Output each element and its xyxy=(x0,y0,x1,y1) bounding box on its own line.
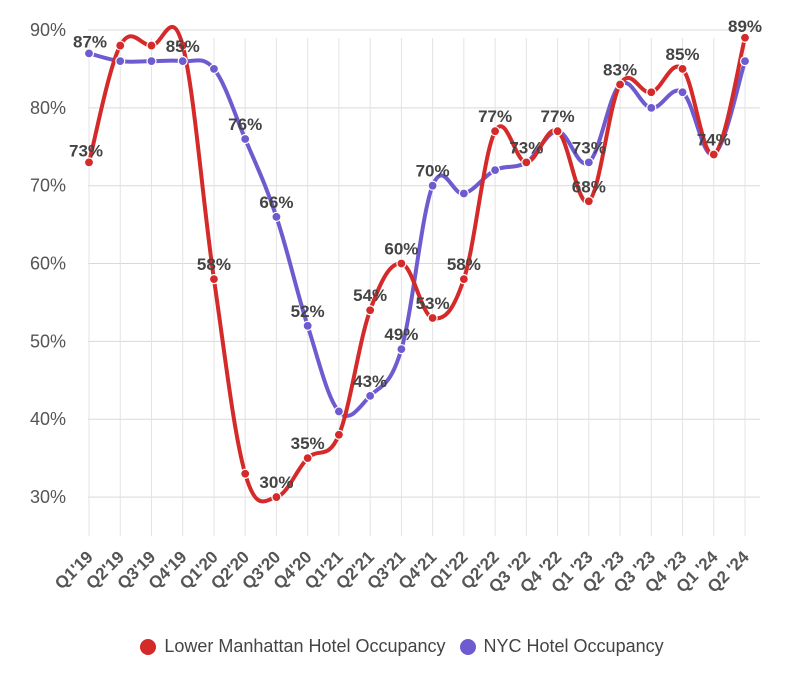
legend-item-lower-manhattan[interactable]: Lower Manhattan Hotel Occupancy xyxy=(140,636,446,657)
data-label-nyc-5: 76% xyxy=(228,115,262,134)
series-points xyxy=(83,32,751,503)
data-point-nyc-7[interactable] xyxy=(302,320,313,331)
data-point-lower-manhattan-1[interactable] xyxy=(115,40,126,51)
data-point-lower-manhattan-15[interactable] xyxy=(552,126,563,137)
y-tick-label-70: 70% xyxy=(30,176,66,196)
series-lines xyxy=(87,25,747,504)
data-label-lower-manhattan-13: 77% xyxy=(478,107,512,126)
data-label-lower-manhattan-16: 68% xyxy=(572,177,606,196)
data-point-lower-manhattan-3[interactable] xyxy=(177,40,188,51)
data-point-lower-manhattan-4[interactable] xyxy=(208,274,220,285)
data-point-nyc-19[interactable] xyxy=(677,87,688,98)
data-point-nyc-2[interactable] xyxy=(146,56,157,67)
data-point-lower-manhattan-21[interactable] xyxy=(739,32,751,43)
data-point-lower-manhattan-11[interactable] xyxy=(427,312,438,324)
data-point-nyc-11[interactable] xyxy=(427,180,438,191)
data-label-nyc-16: 73% xyxy=(572,138,606,157)
legend: Lower Manhattan Hotel Occupancy NYC Hote… xyxy=(0,636,804,657)
data-point-lower-manhattan-19[interactable] xyxy=(677,63,688,75)
data-point-lower-manhattan-9[interactable] xyxy=(365,305,376,316)
data-point-lower-manhattan-6[interactable] xyxy=(271,491,282,503)
data-point-nyc-4[interactable] xyxy=(208,63,220,75)
data-label-nyc-6: 66% xyxy=(259,193,293,212)
y-axis: 30% 40% 50% 60% 70% 80% 90% xyxy=(30,20,66,507)
data-label-lower-manhattan-4: 58% xyxy=(197,255,231,274)
series-line-lower-manhattan xyxy=(87,25,747,504)
data-label-nyc-0: 87% xyxy=(73,32,107,51)
data-point-lower-manhattan-5[interactable] xyxy=(240,468,251,479)
data-point-nyc-0[interactable] xyxy=(83,48,95,59)
data-point-lower-manhattan-0[interactable] xyxy=(83,157,95,168)
data-point-nyc-9[interactable] xyxy=(365,390,376,401)
data-label-nyc-14: 73% xyxy=(509,138,543,157)
data-label-nyc-10: 49% xyxy=(384,325,418,344)
data-label-nyc-17: 83% xyxy=(603,60,637,79)
data-point-nyc-8[interactable] xyxy=(333,406,345,417)
data-label-nyc-7: 52% xyxy=(291,302,325,321)
grid-lines xyxy=(88,29,760,536)
data-point-lower-manhattan-20[interactable] xyxy=(708,149,719,160)
data-point-lower-manhattan-10[interactable] xyxy=(396,258,407,269)
data-point-lower-manhattan-12[interactable] xyxy=(458,274,469,285)
legend-swatch-nyc xyxy=(459,638,476,655)
data-point-nyc-12[interactable] xyxy=(458,188,469,199)
data-labels: 73% 58% 30% 35% 54% 60% 53% 58% 77% 68% 85% 89% 87% 8… xyxy=(69,17,762,492)
data-label-lower-manhattan-19: 85% xyxy=(666,45,700,64)
y-tick-label-30: 30% xyxy=(30,487,66,507)
legend-item-nyc[interactable]: NYC Hotel Occupancy xyxy=(459,636,664,657)
data-label-nyc-15: 77% xyxy=(541,107,575,126)
data-point-nyc-5[interactable] xyxy=(240,133,251,145)
data-point-nyc-16[interactable] xyxy=(583,157,594,168)
data-label-lower-manhattan-0: 73% xyxy=(69,141,103,160)
data-point-nyc-13[interactable] xyxy=(489,165,501,176)
data-label-lower-manhattan-9: 54% xyxy=(353,286,387,305)
data-point-lower-manhattan-8[interactable] xyxy=(333,429,345,440)
legend-swatch-lower-manhattan xyxy=(140,638,157,655)
y-tick-label-50: 50% xyxy=(30,331,66,351)
data-label-lower-manhattan-21: 89% xyxy=(728,17,762,36)
data-point-lower-manhattan-14[interactable] xyxy=(521,157,532,168)
data-label-lower-manhattan-6: 30% xyxy=(259,473,293,492)
data-point-lower-manhattan-17[interactable] xyxy=(614,79,626,90)
data-point-nyc-3[interactable] xyxy=(177,56,188,67)
data-point-nyc-21[interactable] xyxy=(739,56,751,67)
data-label-nyc-3: 85% xyxy=(166,37,200,56)
legend-label-lower-manhattan: Lower Manhattan Hotel Occupancy xyxy=(164,636,446,656)
legend-label-nyc: NYC Hotel Occupancy xyxy=(483,636,664,656)
data-label-lower-manhattan-7: 35% xyxy=(291,434,325,453)
data-point-nyc-18[interactable] xyxy=(646,102,657,113)
data-label-lower-manhattan-10: 60% xyxy=(384,240,418,259)
data-point-nyc-10[interactable] xyxy=(396,344,407,355)
y-tick-label-90: 90% xyxy=(30,20,66,40)
data-point-nyc-1[interactable] xyxy=(115,56,126,67)
data-label-lower-manhattan-12: 58% xyxy=(447,255,481,274)
x-axis: Q1'19Q2'19Q3'19Q4'19Q1'20Q2'20Q3'20Q4'20… xyxy=(51,547,753,596)
data-point-lower-manhattan-18[interactable] xyxy=(646,87,657,98)
data-point-lower-manhattan-13[interactable] xyxy=(489,126,501,137)
data-point-lower-manhattan-2[interactable] xyxy=(146,40,157,51)
data-label-nyc-20: 74% xyxy=(697,131,731,150)
y-tick-label-40: 40% xyxy=(30,409,66,429)
data-point-lower-manhattan-16[interactable] xyxy=(583,196,594,207)
data-point-lower-manhattan-7[interactable] xyxy=(302,453,313,464)
data-label-lower-manhattan-11: 53% xyxy=(416,294,450,313)
data-label-nyc-9: 43% xyxy=(353,372,387,391)
data-label-nyc-11: 70% xyxy=(416,162,450,181)
y-tick-label-60: 60% xyxy=(30,254,66,274)
data-point-nyc-6[interactable] xyxy=(271,211,282,222)
y-tick-label-80: 80% xyxy=(30,98,66,118)
